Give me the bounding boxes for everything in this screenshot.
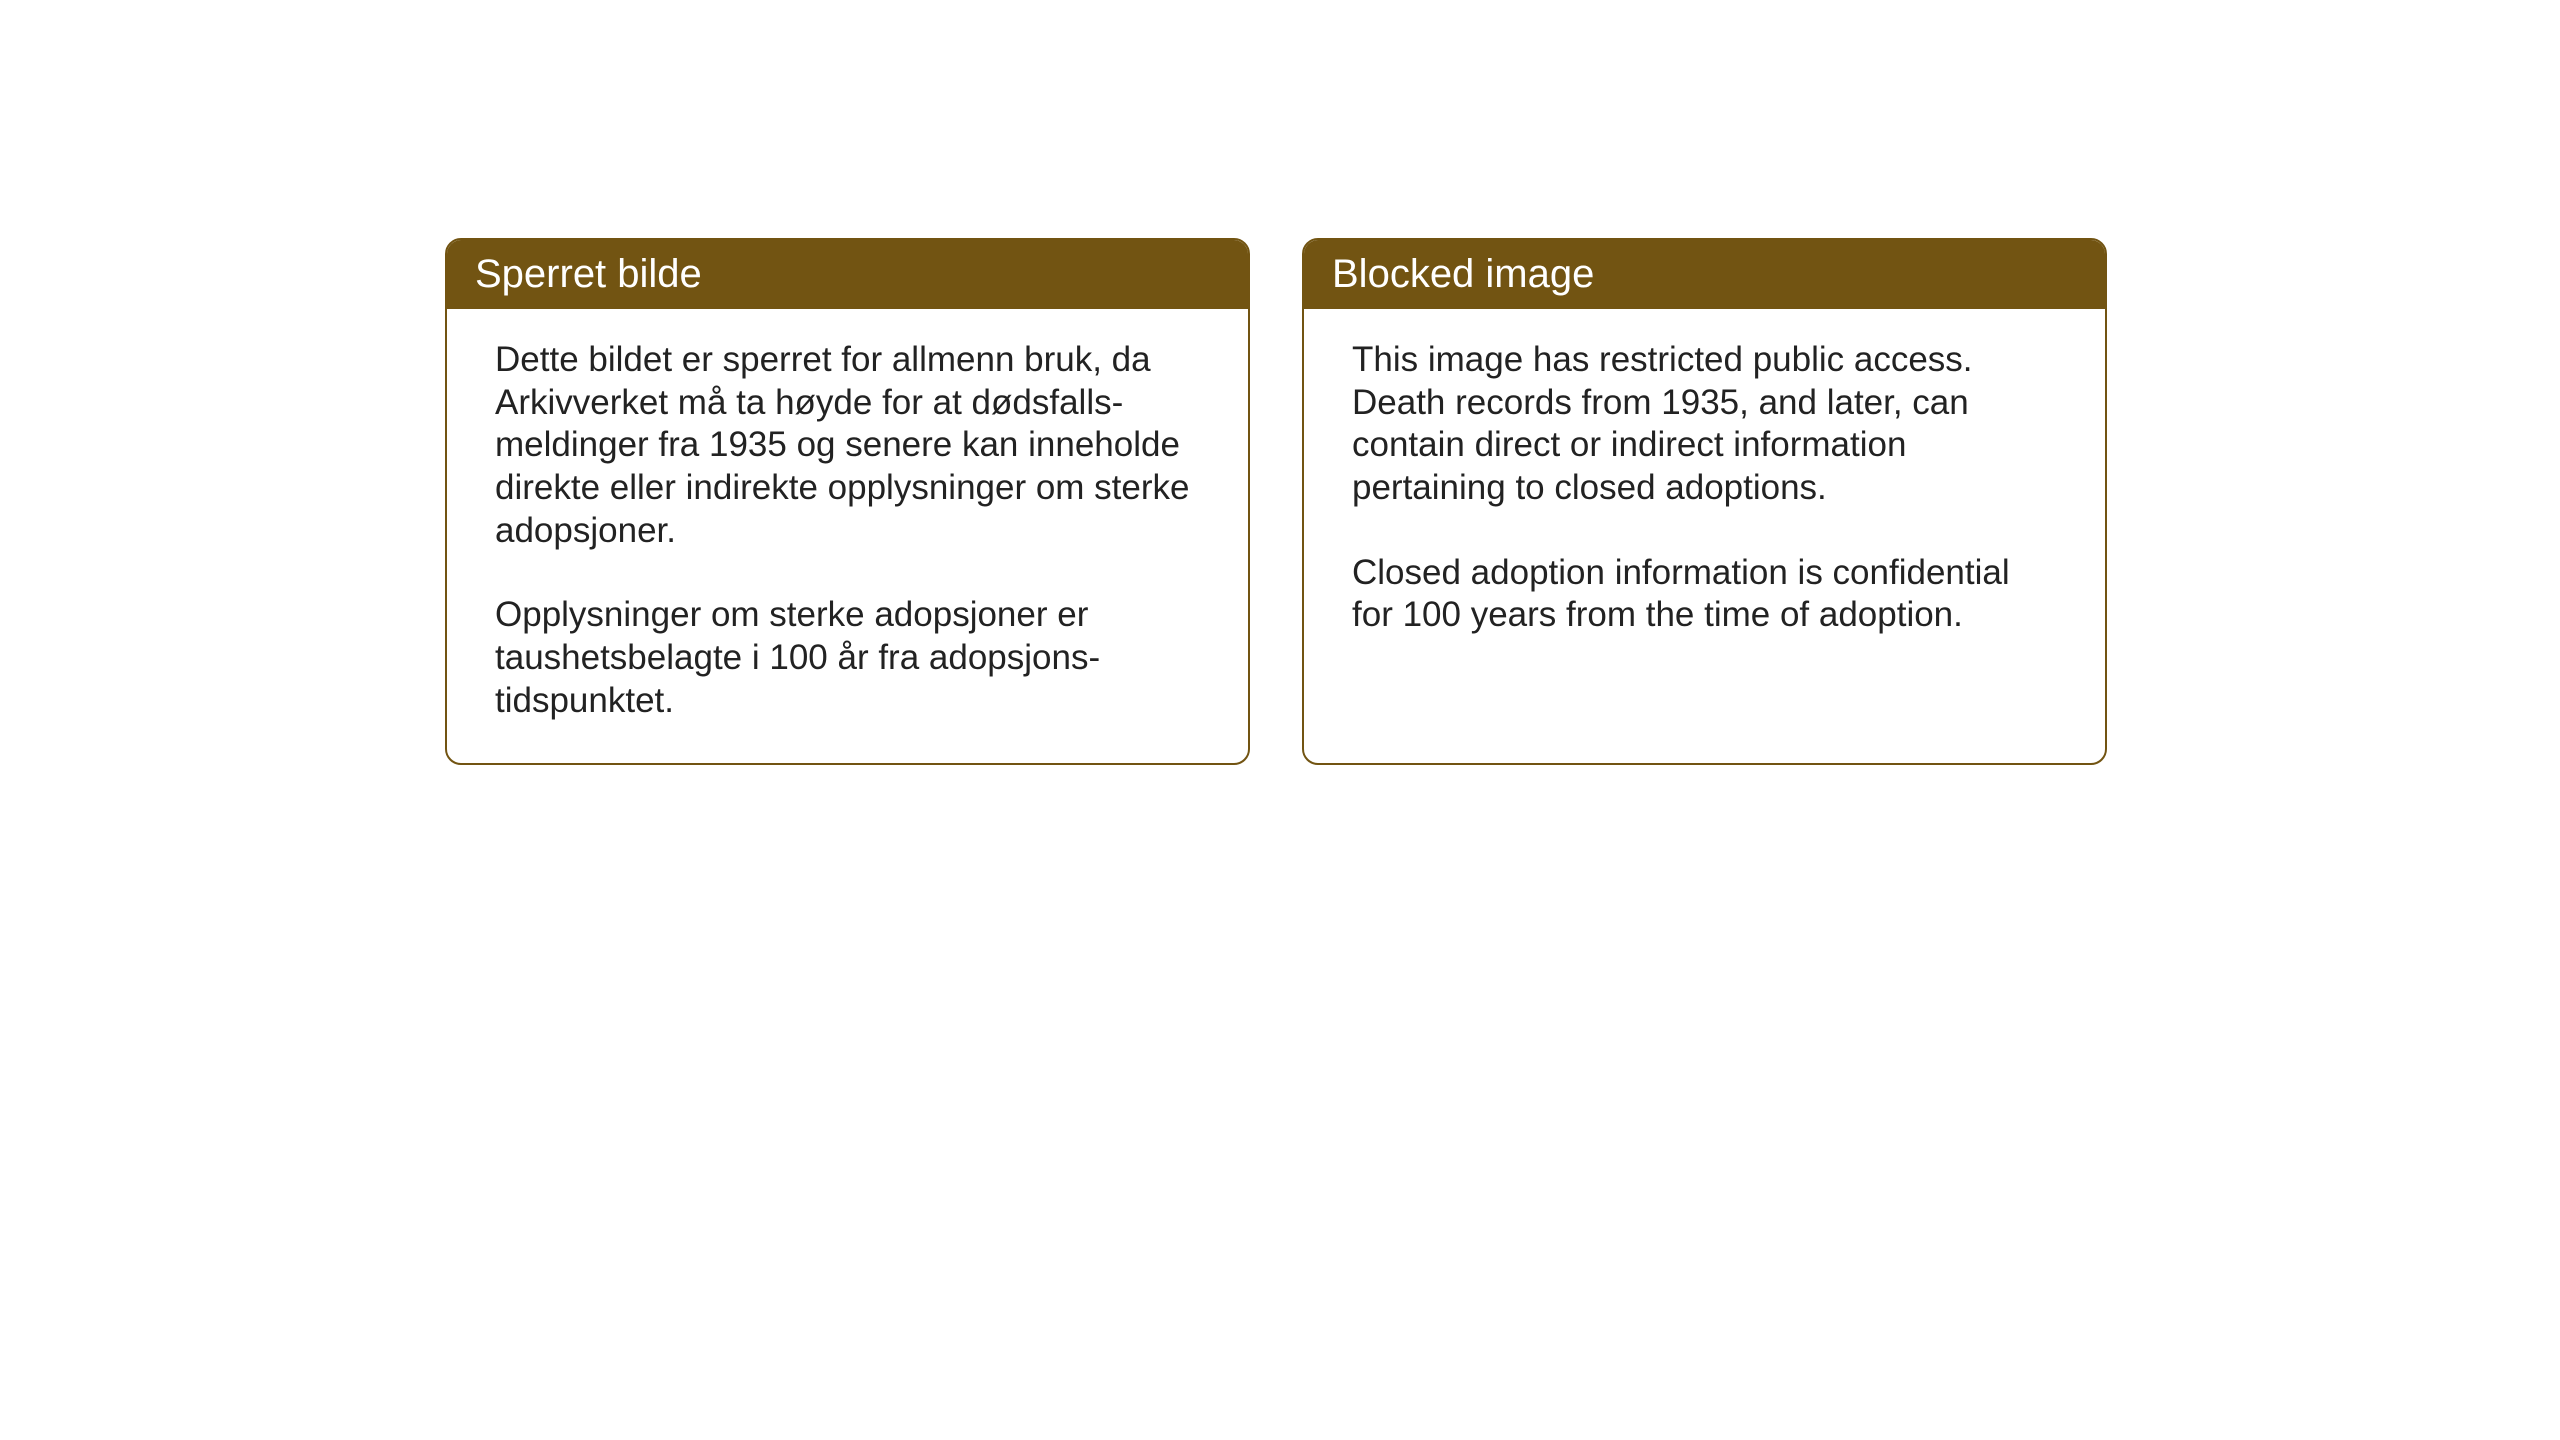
norwegian-card-body: Dette bildet er sperret for allmenn bruk…: [447, 309, 1248, 763]
notice-container: Sperret bilde Dette bildet er sperret fo…: [445, 238, 2107, 765]
norwegian-notice-card: Sperret bilde Dette bildet er sperret fo…: [445, 238, 1250, 765]
english-card-title: Blocked image: [1304, 240, 2105, 309]
english-paragraph-1: This image has restricted public access.…: [1352, 339, 2057, 510]
norwegian-paragraph-2: Opplysninger om sterke adopsjoner er tau…: [495, 594, 1200, 722]
norwegian-paragraph-1: Dette bildet er sperret for allmenn bruk…: [495, 339, 1200, 552]
english-notice-card: Blocked image This image has restricted …: [1302, 238, 2107, 765]
norwegian-card-title: Sperret bilde: [447, 240, 1248, 309]
english-card-body: This image has restricted public access.…: [1304, 309, 2105, 747]
english-paragraph-2: Closed adoption information is confident…: [1352, 552, 2057, 637]
